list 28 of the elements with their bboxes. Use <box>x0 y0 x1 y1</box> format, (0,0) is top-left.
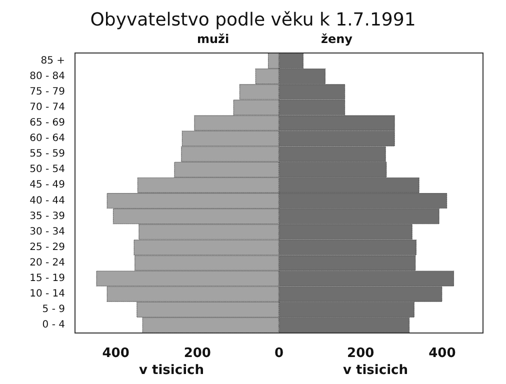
y-tick-label: 75 - 79 <box>30 86 65 98</box>
x-tick-label: 400 <box>428 346 456 361</box>
y-tick-label: 85 + <box>40 55 65 66</box>
text: v tisicich <box>343 363 408 378</box>
y-tick-label: 55 - 59 <box>30 148 65 160</box>
y-tick-label: 80 - 84 <box>30 70 65 82</box>
y-tick-label: 10 - 14 <box>30 288 65 300</box>
y-tick-label: 70 - 74 <box>30 102 65 113</box>
y-tick-label: 45 - 49 <box>30 180 65 191</box>
x-tick-label: 200 <box>347 346 374 361</box>
y-tick-label: 30 - 34 <box>30 226 65 238</box>
y-tick-label: 25 - 29 <box>30 242 65 253</box>
chart-title: Obyvatelstvo podle věku k 1.7.1991 <box>90 10 416 30</box>
x-axis-title: v tisicich <box>139 363 204 378</box>
y-tick-label: 35 - 39 <box>30 210 65 222</box>
y-tick-label: 65 - 69 <box>30 118 65 128</box>
y-tick-label: 50 - 54 <box>30 164 65 176</box>
x-tick-label: 0 <box>274 346 284 361</box>
text: muži <box>197 32 230 46</box>
y-tick-label: 60 - 64 <box>30 133 65 144</box>
y-tick-label: 0 - 4 <box>42 320 65 331</box>
y-tick-label: 15 - 19 <box>30 273 65 284</box>
y-tick-label: 40 - 44 <box>30 195 65 206</box>
series-label: ženy <box>321 32 353 46</box>
x-tick-label: 200 <box>184 346 211 361</box>
y-tick-label: 5 - 9 <box>42 304 65 316</box>
x-tick-label: 400 <box>102 346 130 361</box>
y-tick-label: 20 - 24 <box>30 258 65 268</box>
